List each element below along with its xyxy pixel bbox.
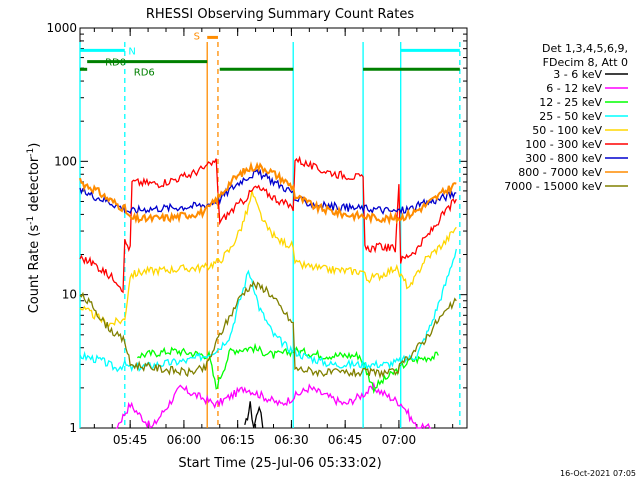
legend-entry-label: 6 - 12 keV: [546, 82, 602, 95]
x-tick-label: 06:15: [220, 433, 255, 447]
series-line: [244, 401, 264, 429]
axis-ticks: [80, 27, 467, 429]
state-bar-label: S: [194, 31, 200, 42]
legend-header: Det 1,3,4,5,6,9,: [542, 42, 628, 55]
y-axis-label-sup2: -1: [26, 148, 36, 157]
legend-entry-label: 800 - 7000 keV: [518, 166, 602, 179]
y-axis-label: Count Rate (s-1 detector-1): [26, 143, 42, 314]
y-axis-label-sup1: -1: [26, 216, 36, 225]
timestamp: 16-Oct-2021 07:05: [560, 469, 636, 478]
y-tick-label: 1: [69, 421, 77, 435]
state-bar-label: RD0: [105, 58, 126, 69]
y-axis-label-mid: detector: [27, 156, 42, 216]
x-tick-label: 05:45: [113, 433, 148, 447]
x-tick-labels: 05:45 06:00 06:15 06:30 06:45 07:00: [113, 433, 416, 447]
chart-title: RHESSI Observing Summary Count Rates: [146, 7, 415, 22]
x-tick-label: 06:45: [328, 433, 363, 447]
legend-entry-label: 12 - 25 keV: [539, 96, 602, 109]
x-axis-label: Start Time (25-Jul-06 05:33:02): [178, 456, 381, 471]
legend-entry-label: 50 - 100 keV: [532, 124, 602, 137]
data-series: [79, 155, 457, 430]
legend: Det 1,3,4,5,6,9,FDecim 8, Att 03 - 6 keV…: [504, 42, 628, 193]
state-bar-label: RD6: [134, 67, 155, 78]
y-axis-label-end: ): [27, 143, 42, 148]
state-bar-label: N: [128, 46, 135, 57]
y-tick-label: 100: [54, 154, 77, 168]
series-line: [79, 168, 457, 216]
legend-entry-label: 300 - 800 keV: [525, 152, 602, 165]
legend-entry-label: 7000 - 15000 keV: [504, 180, 602, 193]
legend-entry-label: 100 - 300 keV: [525, 138, 602, 151]
state-bars: N S RD0 RD6: [80, 31, 460, 78]
legend-header: FDecim 8, Att 0: [543, 56, 628, 69]
legend-entry-label: 3 - 6 keV: [553, 68, 602, 81]
y-tick-labels: 1 10 100 1000: [46, 21, 77, 435]
series-line: [115, 381, 432, 430]
x-tick-label: 06:30: [274, 433, 309, 447]
series-line: [79, 190, 457, 328]
y-axis-label-main: Count Rate (s: [27, 225, 42, 314]
series-line: [79, 248, 457, 373]
y-tick-label: 1000: [46, 21, 77, 35]
x-tick-label: 07:00: [382, 433, 417, 447]
series-line: [137, 342, 439, 395]
x-tick-label: 06:00: [167, 433, 202, 447]
series-line: [79, 161, 457, 226]
legend-entry-label: 25 - 50 keV: [539, 110, 602, 123]
series-line: [79, 155, 457, 294]
vertical-markers: [79, 42, 461, 428]
y-tick-label: 10: [62, 288, 77, 302]
series-line: [79, 280, 457, 379]
